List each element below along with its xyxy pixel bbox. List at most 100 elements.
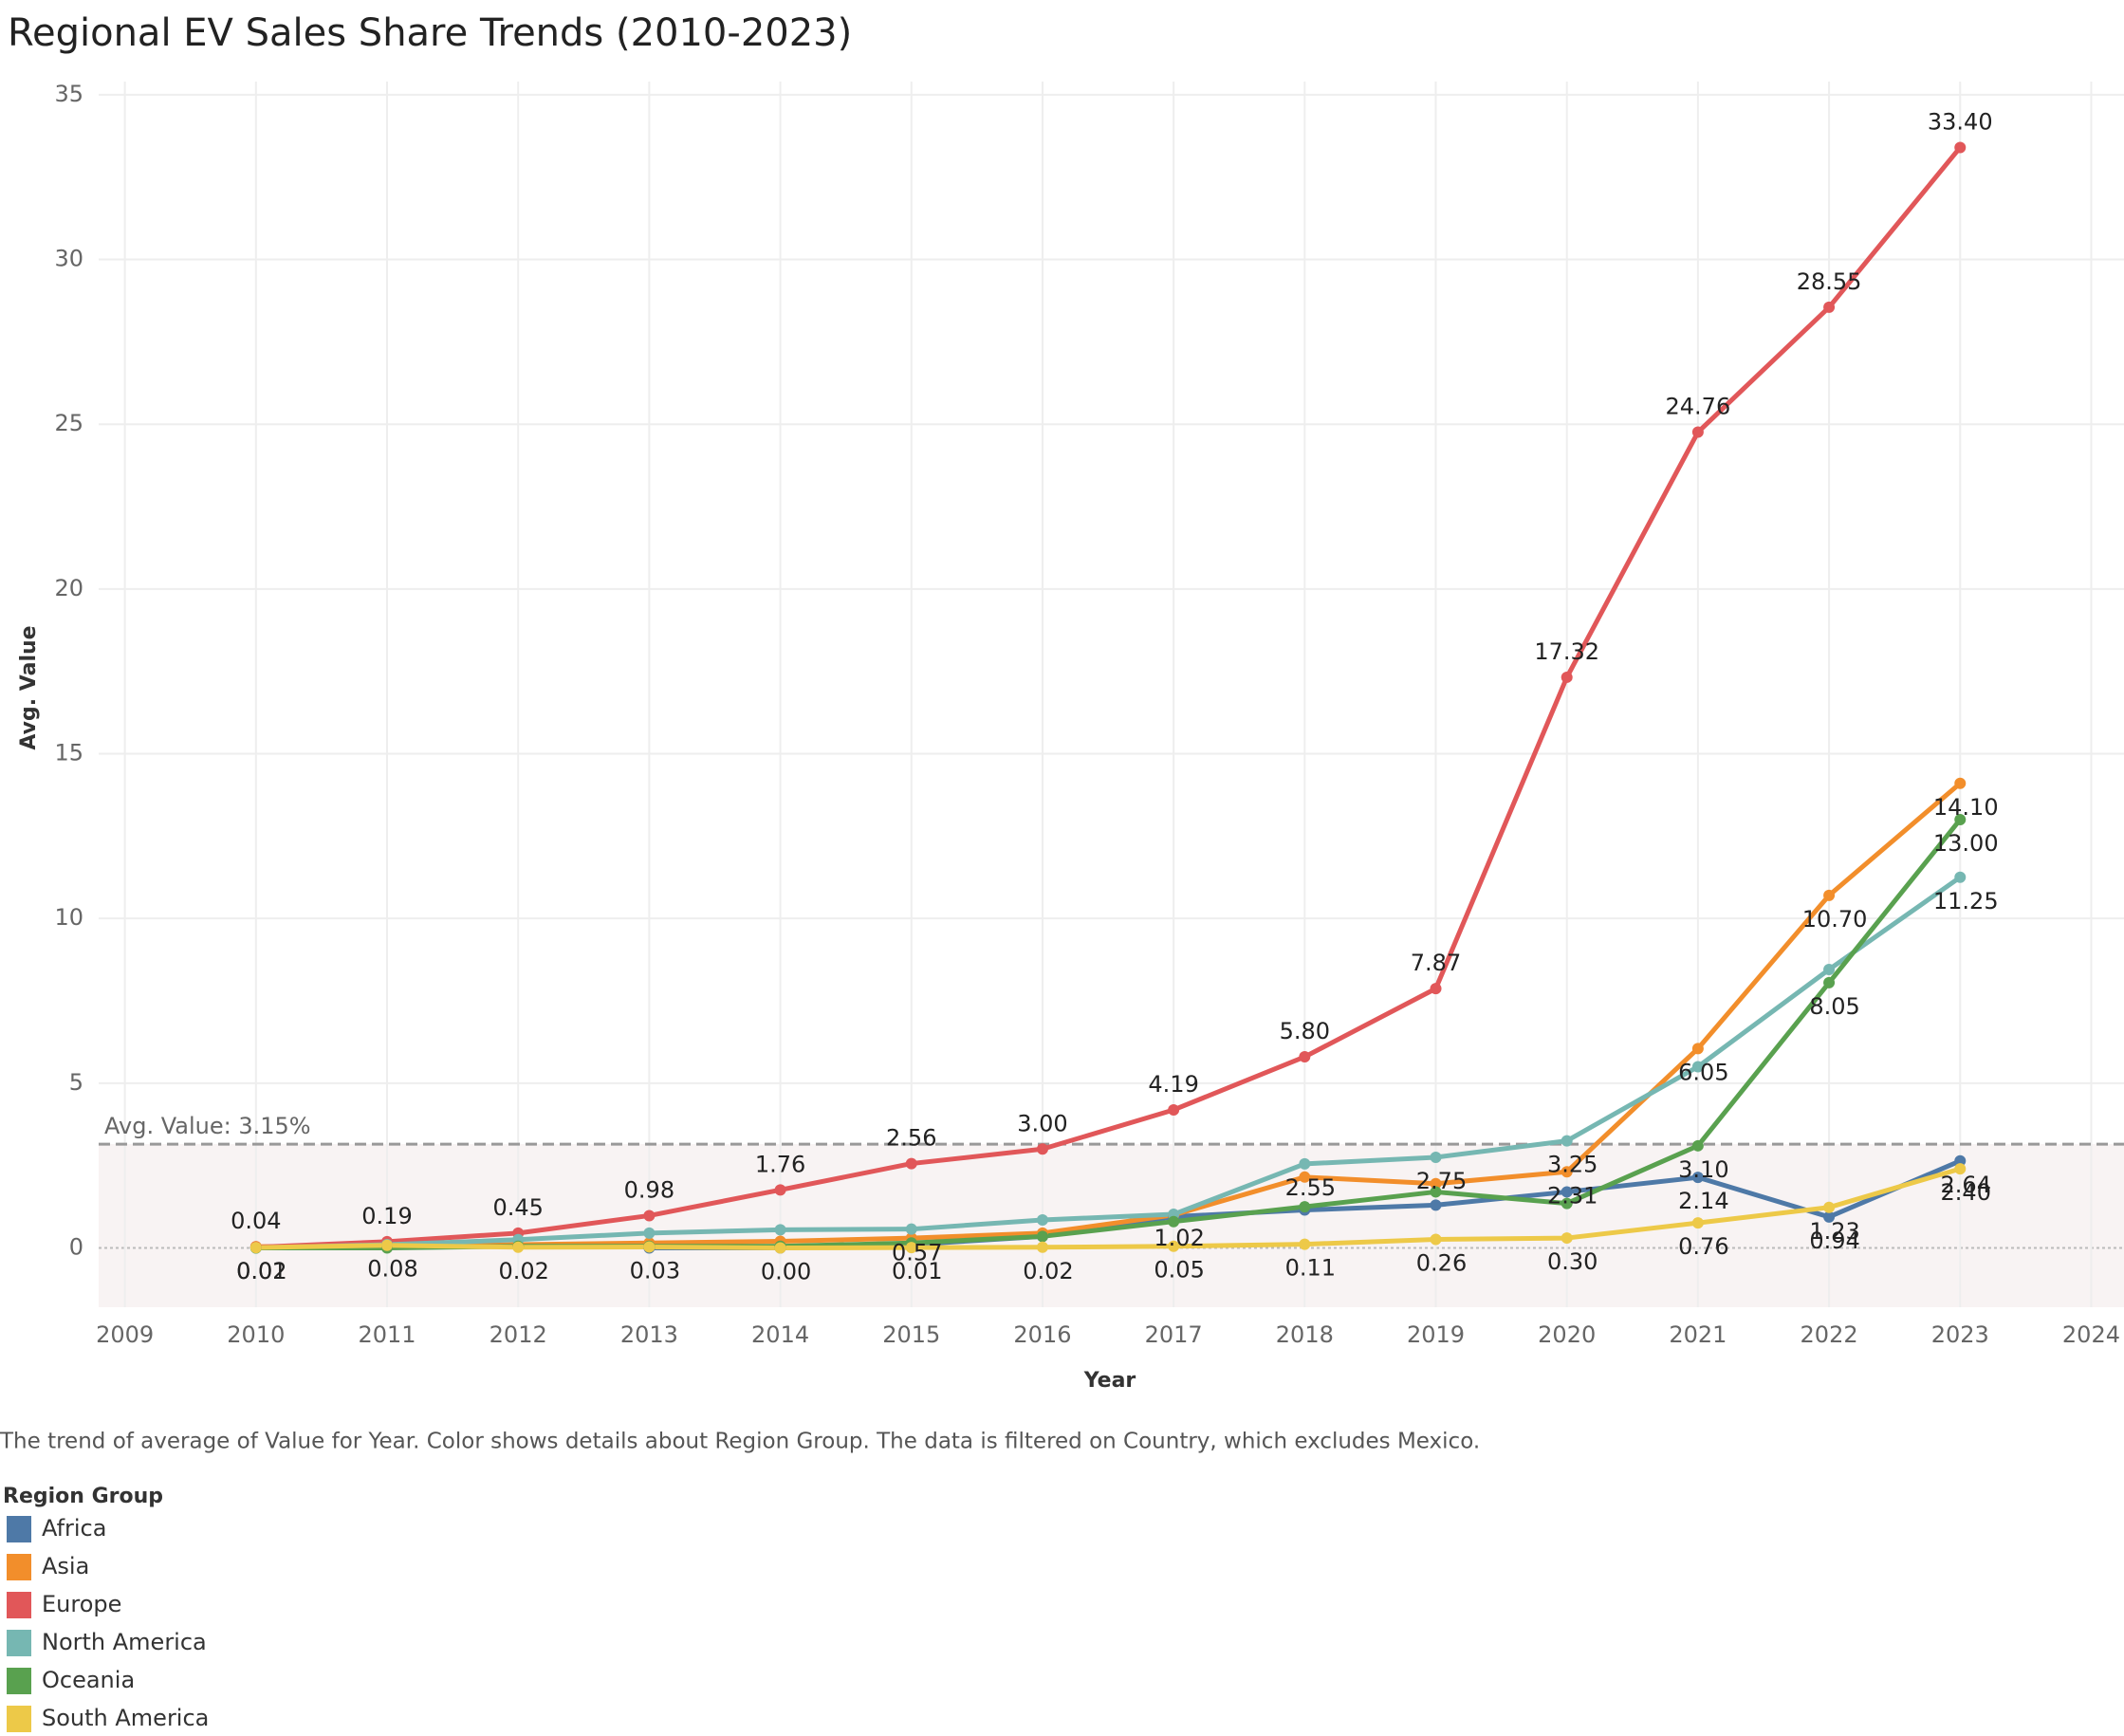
data-point bbox=[1954, 1163, 1967, 1175]
data-label: 28.55 bbox=[1797, 268, 1862, 295]
data-label: 0.04 bbox=[231, 1208, 281, 1234]
data-point bbox=[1691, 1172, 1704, 1184]
data-point bbox=[1561, 1232, 1573, 1245]
data-point bbox=[1299, 1157, 1311, 1170]
data-point bbox=[643, 1241, 656, 1253]
data-point bbox=[1691, 1139, 1704, 1152]
data-label: 17.32 bbox=[1534, 638, 1599, 665]
data-point bbox=[1299, 1201, 1311, 1213]
data-point bbox=[1561, 1135, 1573, 1147]
data-label: 5.80 bbox=[1280, 1018, 1330, 1044]
data-point bbox=[1299, 1238, 1311, 1250]
x-axis-title: Year bbox=[1083, 1369, 1136, 1393]
y-axis-title: Avg. Value bbox=[17, 625, 41, 749]
data-label: 0.02 bbox=[1023, 1258, 1073, 1284]
data-label: 2.75 bbox=[1416, 1168, 1467, 1194]
x-tick-label: 2024 bbox=[2062, 1321, 2120, 1348]
data-point bbox=[1168, 1240, 1180, 1252]
data-label: 0.98 bbox=[624, 1176, 674, 1203]
data-label: 0.01 bbox=[236, 1258, 286, 1284]
data-point bbox=[1823, 976, 1836, 988]
data-point bbox=[1954, 871, 1967, 883]
y-tick-label: 35 bbox=[54, 81, 83, 107]
data-label: 2.55 bbox=[1285, 1174, 1336, 1201]
x-tick-label: 2018 bbox=[1276, 1321, 1334, 1348]
data-point bbox=[1954, 777, 1967, 789]
legend-swatch bbox=[7, 1706, 31, 1732]
data-label: 0.03 bbox=[630, 1257, 680, 1284]
data-label: 2.14 bbox=[1678, 1188, 1728, 1214]
data-point bbox=[1036, 1213, 1048, 1226]
data-point bbox=[1430, 1199, 1442, 1211]
data-point bbox=[774, 1224, 786, 1236]
y-tick-label: 25 bbox=[54, 410, 83, 436]
data-point bbox=[774, 1184, 786, 1196]
data-label: 0.19 bbox=[361, 1203, 412, 1229]
data-label: 2.56 bbox=[886, 1125, 936, 1152]
data-label: 1.76 bbox=[755, 1151, 805, 1177]
x-tick-label: 2013 bbox=[620, 1321, 678, 1348]
data-point bbox=[381, 1239, 394, 1251]
data-label: 3.00 bbox=[1017, 1110, 1067, 1136]
data-label: 0.76 bbox=[1678, 1233, 1728, 1260]
data-label: 0.94 bbox=[1809, 1228, 1859, 1254]
y-tick-label: 20 bbox=[54, 575, 83, 601]
x-tick-label: 2009 bbox=[96, 1321, 154, 1348]
x-tick-label: 2023 bbox=[1931, 1321, 1989, 1348]
legend-label: South America bbox=[42, 1705, 209, 1731]
data-point bbox=[1823, 301, 1836, 313]
data-label: 7.87 bbox=[1411, 950, 1461, 976]
data-point bbox=[1954, 813, 1967, 825]
data-point bbox=[1691, 1043, 1704, 1055]
legend-swatch bbox=[7, 1668, 31, 1694]
legend-label: Asia bbox=[42, 1553, 89, 1579]
data-label: 0.26 bbox=[1416, 1249, 1467, 1276]
x-tick-label: 2019 bbox=[1407, 1321, 1465, 1348]
data-point bbox=[905, 1223, 917, 1235]
data-point bbox=[643, 1210, 656, 1222]
x-tick-label: 2014 bbox=[751, 1321, 809, 1348]
data-point bbox=[1430, 983, 1442, 995]
data-point bbox=[1561, 671, 1573, 683]
data-point bbox=[1691, 1217, 1704, 1229]
data-point bbox=[1823, 1210, 1836, 1223]
data-point bbox=[774, 1242, 786, 1254]
legend-title: Region Group bbox=[3, 1485, 163, 1508]
data-point bbox=[1954, 141, 1967, 154]
x-tick-label: 2015 bbox=[882, 1321, 940, 1348]
data-point bbox=[1036, 1241, 1048, 1253]
data-point bbox=[643, 1227, 656, 1239]
data-point bbox=[1691, 1061, 1704, 1073]
chart-title: Regional EV Sales Share Trends (2010-202… bbox=[8, 11, 852, 55]
legend-label: North America bbox=[42, 1629, 207, 1655]
data-label: 33.40 bbox=[1928, 108, 1993, 135]
data-point bbox=[512, 1241, 525, 1253]
data-label: 2.31 bbox=[1547, 1182, 1598, 1209]
data-label: 11.25 bbox=[1933, 888, 1999, 914]
data-point bbox=[1168, 1215, 1180, 1228]
data-label: 2.40 bbox=[1941, 1179, 1991, 1206]
data-label: 4.19 bbox=[1148, 1071, 1198, 1098]
data-label: 8.05 bbox=[1809, 993, 1859, 1020]
legend-label: Africa bbox=[42, 1515, 106, 1542]
x-tick-label: 2021 bbox=[1669, 1321, 1727, 1348]
data-label: 0.01 bbox=[892, 1258, 942, 1284]
data-point bbox=[1823, 1201, 1836, 1213]
series-line bbox=[255, 1166, 1961, 1250]
x-tick-label: 2016 bbox=[1013, 1321, 1071, 1348]
legend-label: Oceania bbox=[42, 1667, 135, 1693]
data-point bbox=[1299, 1171, 1311, 1183]
data-label: 0.05 bbox=[1154, 1257, 1204, 1284]
legend-swatch bbox=[7, 1516, 31, 1542]
y-tick-label: 15 bbox=[54, 740, 83, 766]
caption: The trend of average of Value for Year. … bbox=[0, 1430, 1480, 1454]
data-point bbox=[905, 1242, 917, 1254]
data-point bbox=[1168, 1103, 1180, 1116]
y-tick-label: 10 bbox=[54, 904, 83, 931]
legend-swatch bbox=[7, 1554, 31, 1580]
data-point bbox=[249, 1242, 262, 1254]
legend-swatch bbox=[7, 1630, 31, 1656]
data-label: 24.76 bbox=[1666, 394, 1731, 420]
data-point bbox=[1430, 1151, 1442, 1163]
legend-label: Europe bbox=[42, 1591, 121, 1617]
